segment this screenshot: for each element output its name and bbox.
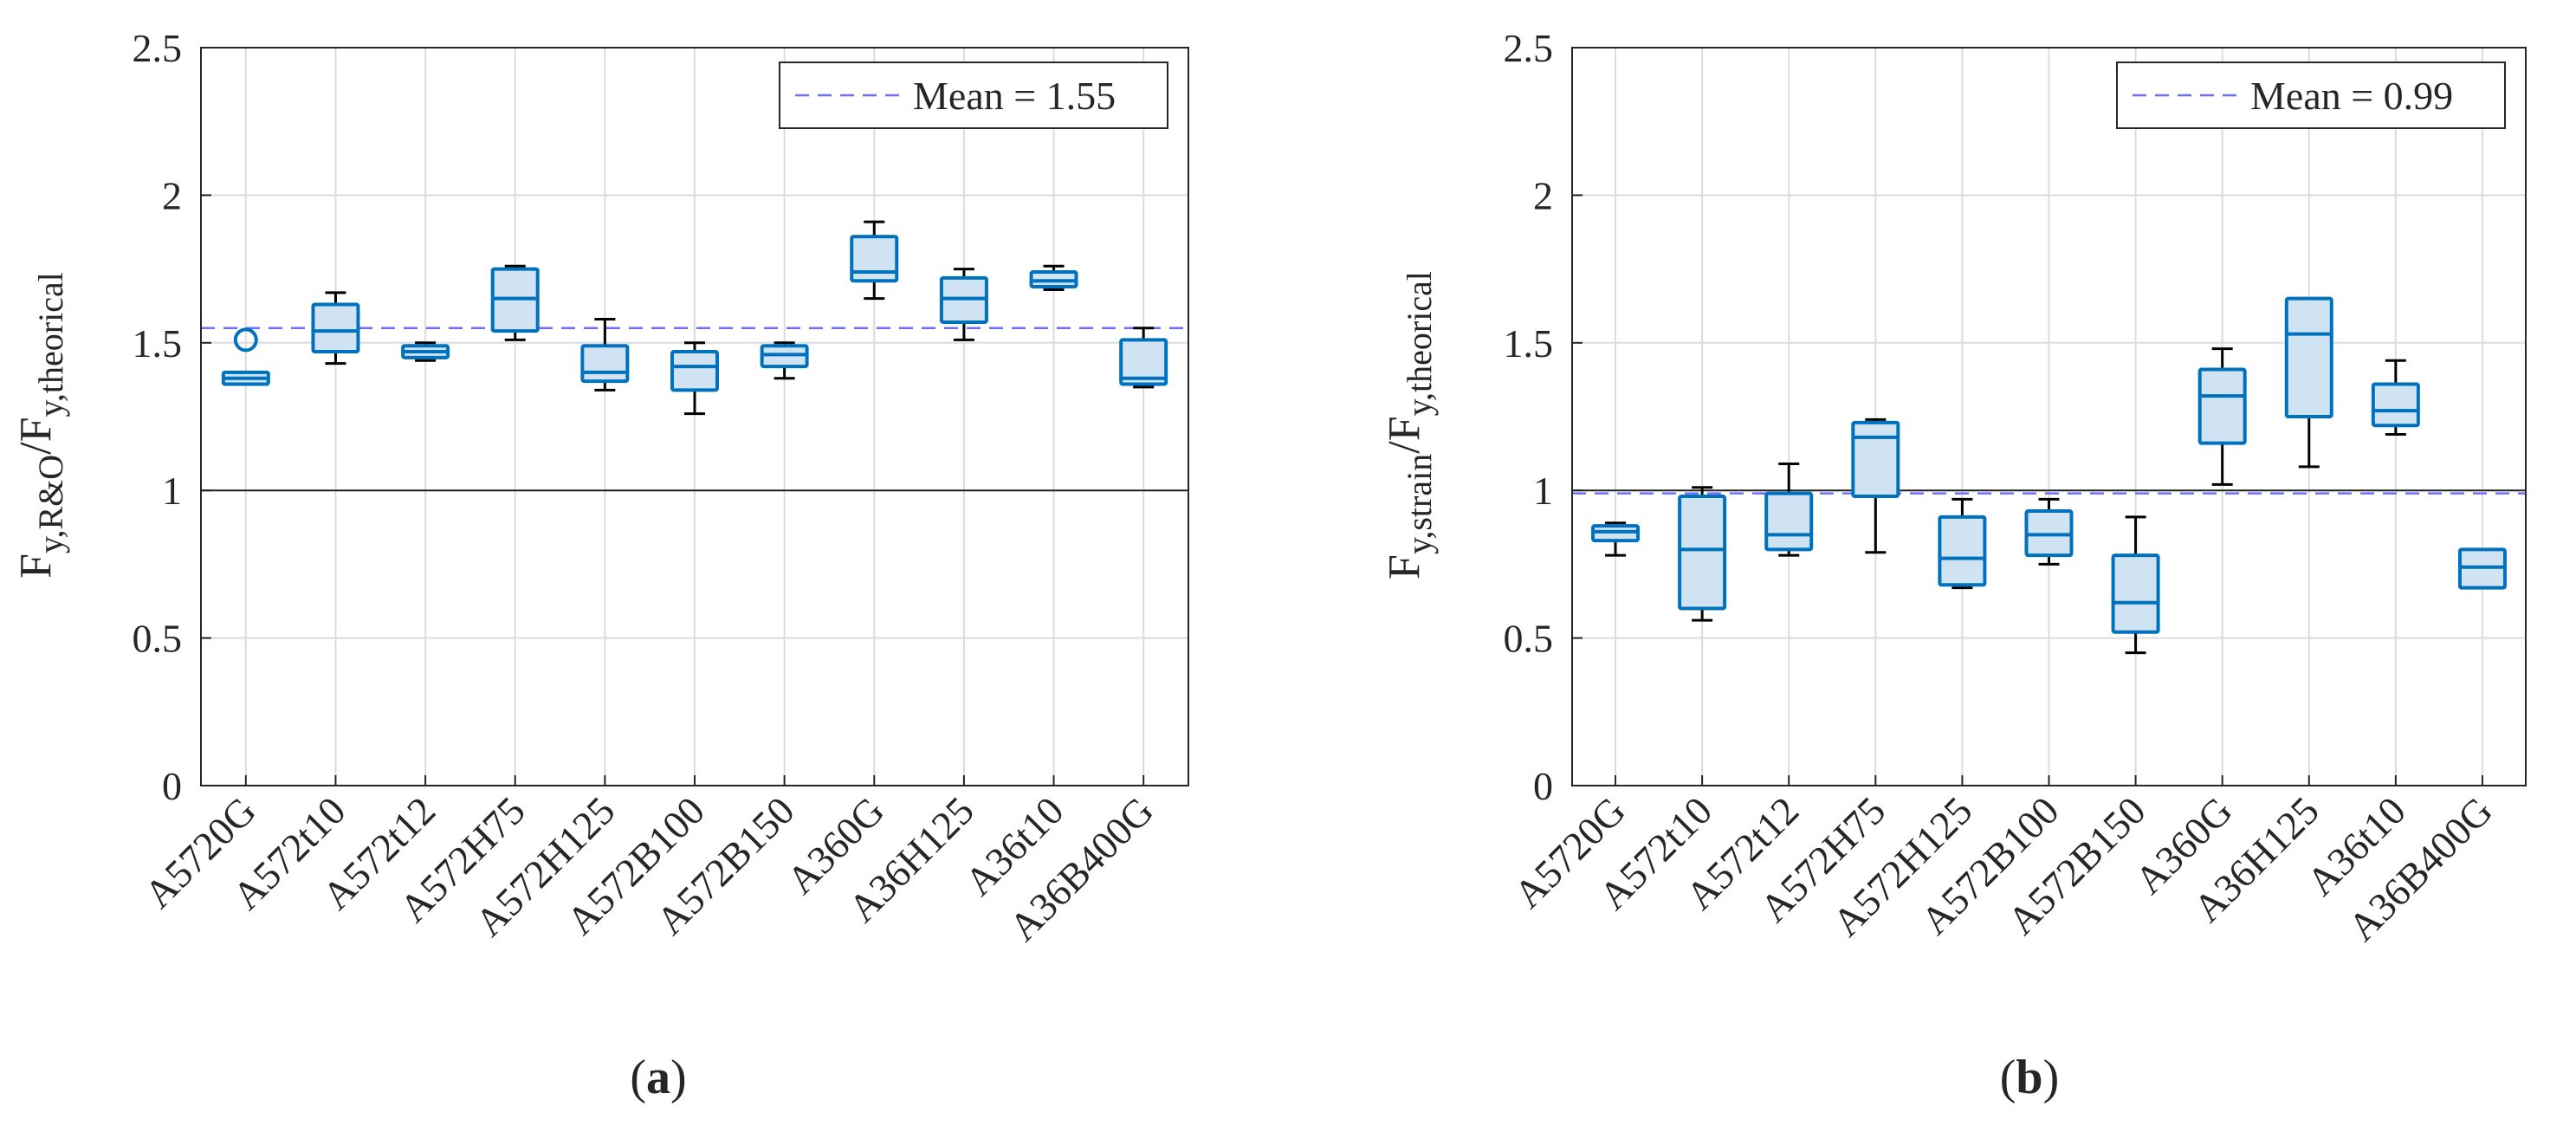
box-A572t10 (1678, 486, 1727, 622)
y-axis-label-sub2: y,theorical (31, 272, 70, 417)
panel-label: (a) (630, 1051, 686, 1104)
y-axis-label-slash: / (1380, 441, 1429, 454)
y-tick-label: 0 (162, 764, 182, 808)
panel-label-letter: b (2016, 1051, 2042, 1104)
y-tick-label: 2.5 (1504, 26, 1554, 70)
box-A572t12 (401, 341, 450, 362)
box-A572H125 (1938, 497, 1987, 590)
box-iqr (2197, 367, 2247, 445)
box-A572H75 (490, 264, 540, 341)
y-axis-label: Fy,R&O/Fy,theorical (11, 272, 70, 579)
box-iqr (850, 235, 899, 283)
box-iqr (580, 344, 630, 384)
box-A572B150 (2111, 515, 2160, 655)
box-A572H75 (1851, 417, 1900, 554)
axes-frame (1571, 47, 2527, 786)
y-tick-label: 2.5 (133, 26, 183, 70)
box-A36H125 (939, 268, 988, 341)
box-iqr (2284, 296, 2333, 418)
box-A36B400G (1119, 327, 1168, 389)
box-A572t12 (1764, 463, 1814, 557)
box-A5720G (1591, 521, 1641, 557)
y-axis-label-sub: y,strain (1400, 454, 1439, 554)
panel-a: 00.511.522.5A5720GA572t10A572t12A572H75A… (11, 26, 1189, 1104)
outlier-point (233, 327, 258, 353)
legend-label: Mean = 1.55 (913, 74, 1116, 118)
box-iqr (1938, 514, 1987, 587)
axes-frame (200, 47, 1189, 786)
box-A572B100 (670, 341, 719, 416)
y-axis-label-main: F (1380, 554, 1429, 579)
box-iqr (2111, 553, 2160, 634)
box-A572t10 (311, 291, 360, 366)
y-tick-label: 2 (1533, 173, 1553, 217)
y-tick-label: 0.5 (133, 617, 183, 661)
y-tick-label: 0.5 (1504, 617, 1554, 661)
box-A572H125 (580, 318, 630, 392)
box-A360G (850, 220, 899, 301)
box-iqr (1678, 495, 1727, 611)
y-axis-label-sub: y,R&O (31, 455, 70, 553)
y-tick-label: 1 (1533, 469, 1553, 513)
y-axis-label-main: F (11, 553, 61, 579)
box-A36B400G (2457, 547, 2507, 590)
box-iqr (311, 302, 360, 354)
box-A360G (2197, 347, 2247, 486)
y-axis-label-slash: / (11, 442, 61, 455)
y-tick-label: 1 (162, 469, 182, 513)
legend: Mean = 1.55 (779, 61, 1168, 129)
panel-label-letter: a (646, 1051, 670, 1104)
y-axis-label-sub2: y,theorical (1400, 271, 1439, 416)
box-A36H125 (2284, 296, 2333, 469)
y-tick-label: 0 (1533, 764, 1553, 808)
box-iqr (1119, 338, 1168, 386)
panel-b: 00.511.522.5A5720GA572t10A572t12A572H75A… (1380, 26, 2527, 1104)
box-iqr (2371, 382, 2420, 428)
box-A36t10 (1029, 264, 1078, 291)
legend-label: Mean = 0.99 (2250, 74, 2453, 118)
legend: Mean = 0.99 (2116, 61, 2506, 129)
y-axis-label-main2: F (1380, 416, 1429, 441)
box-iqr (1764, 491, 1814, 552)
box-A572B100 (2024, 497, 2074, 566)
box-A36t10 (2371, 359, 2420, 436)
y-axis-label-main2: F (11, 417, 61, 442)
panel-label: (b) (2000, 1051, 2059, 1104)
y-tick-label: 2 (162, 173, 182, 217)
y-axis-label: Fy,strain/Fy,theorical (1380, 271, 1439, 579)
box-A572B150 (760, 341, 809, 380)
box-iqr (670, 350, 719, 392)
y-tick-label: 1.5 (1504, 321, 1554, 366)
y-tick-label: 1.5 (133, 321, 183, 366)
box-A5720G (221, 327, 270, 386)
box-iqr (1851, 420, 1900, 499)
